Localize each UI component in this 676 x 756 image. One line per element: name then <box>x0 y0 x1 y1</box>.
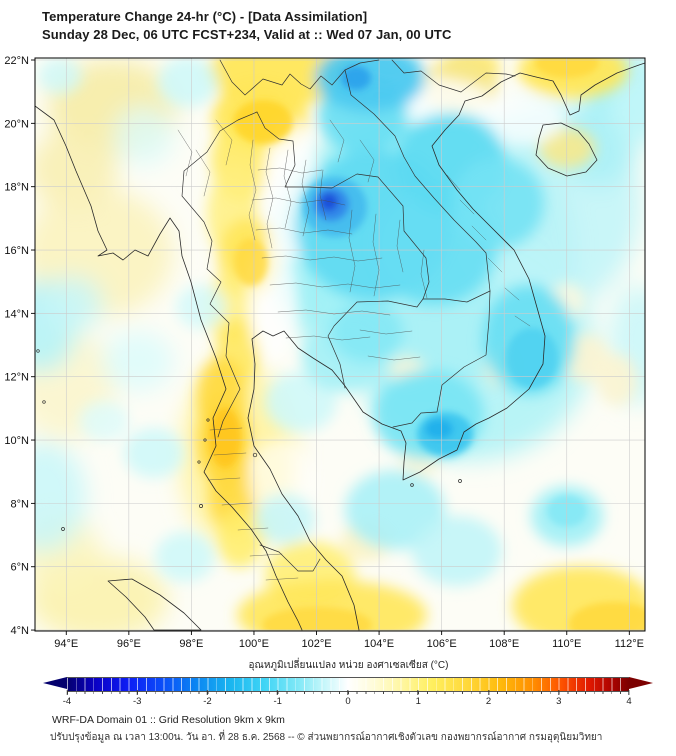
lat-axis-label: 20°N <box>4 118 29 130</box>
lon-axis-label: 94°E <box>54 638 78 650</box>
lon-axis-label: 100°E <box>239 638 269 650</box>
colorbar-tick-mark <box>417 690 419 695</box>
temperature-field-blob <box>315 58 425 112</box>
temperature-field-blob <box>506 328 558 388</box>
temperature-field-blob <box>255 494 315 544</box>
colorbar-tick-mark <box>206 690 208 695</box>
province-borders <box>177 119 531 581</box>
temperature-field-blob <box>412 516 502 586</box>
temperature-field-blob <box>176 285 226 329</box>
lat-axis-label: 22°N <box>4 55 29 67</box>
colorbar-tick: -1 <box>274 690 282 707</box>
footer-update-credit: ปรับปรุงข้อมูล ณ เวลา 13:00น. วัน อา. ที… <box>50 732 603 743</box>
colorbar-tick-labels: -4 -3 -2 -1 0 1 2 3 4 <box>0 690 676 708</box>
colorbar-tick: 3 <box>556 690 561 707</box>
temperature-field-blob <box>155 532 215 582</box>
lon-axis-label: 106°E <box>427 638 457 650</box>
colorbar-left-arrow <box>43 677 67 689</box>
colorbar-tick-mark <box>136 690 138 695</box>
map-canvas: 22°N 20°N 18°N 16°N 14°N 12°N 10°N 8°N 6°N 4°N 94°… <box>4 55 646 650</box>
temperature-field-blob <box>320 193 338 211</box>
lat-axis-label: 14°N <box>4 308 29 320</box>
temperature-field-blob <box>102 331 174 391</box>
lon-axis-label: 96°E <box>117 638 141 650</box>
temperature-field-blob <box>475 95 565 145</box>
coastline-east <box>247 62 645 631</box>
colorbar-tick-value: 2 <box>485 696 492 707</box>
lat-axis-label: 10°N <box>4 435 29 447</box>
colorbar-tick-value: -4 <box>62 696 72 707</box>
colorbar-segment-lines <box>67 678 629 691</box>
temperature-field-blob <box>114 106 174 166</box>
colorbar-tick-value: 1 <box>415 696 421 707</box>
colorbar-tick-value: -3 <box>133 696 142 707</box>
colorbar-tick: 4 <box>626 690 632 707</box>
temperature-field-blob <box>38 58 82 94</box>
lon-axis-label: 98°E <box>179 638 203 650</box>
coastline-sumatra <box>107 578 202 631</box>
temperature-field-blob <box>158 58 218 107</box>
temperature-field-blob <box>452 158 544 248</box>
colorbar-tick-value: 3 <box>556 696 562 707</box>
colorbar-tick-mark <box>487 690 489 695</box>
small-islands <box>36 349 462 531</box>
temperature-field-blob <box>569 602 645 631</box>
colorbar-tick-value: -2 <box>203 696 212 707</box>
coastlines-and-borders <box>35 59 645 631</box>
temperature-field-blob <box>218 508 262 568</box>
temperature-field-blob <box>209 408 241 468</box>
colorbar-tick: 0 <box>345 690 351 707</box>
map-frame-border <box>34 57 646 632</box>
colorbar-tick-value: 4 <box>626 696 632 707</box>
lon-axis-label: 104°E <box>364 638 394 650</box>
colorbar-right-arrow <box>629 677 653 689</box>
temperature-field-blob <box>597 354 637 406</box>
temperature-field-blob <box>35 442 86 552</box>
country-borders <box>181 59 516 572</box>
colorbar-tick-value: 0 <box>345 696 351 707</box>
lat-axis-label: 6°N <box>11 562 30 574</box>
colorbar-tick-mark <box>277 690 279 695</box>
temperature-field-blob <box>233 100 293 144</box>
axis-ticks-and-labels: 22°N 20°N 18°N 16°N 14°N 12°N 10°N 8°N 6°N 4°N 94°… <box>4 55 644 650</box>
lat-axis-label: 16°N <box>4 245 29 257</box>
temperature-field-blob <box>265 372 337 432</box>
lat-axis-label: 18°N <box>4 182 29 194</box>
temperature-field-blob <box>262 607 372 631</box>
lat-axis-label: 4°N <box>11 625 30 637</box>
colorbar-tick: -3 <box>133 690 141 707</box>
colorbar-tick-mark <box>628 690 630 695</box>
colorbar-tick: -4 <box>63 690 71 707</box>
colorbar-tick-mark <box>347 690 349 695</box>
colorbar-tick-mark <box>66 690 68 695</box>
lat-axis-label: 12°N <box>4 372 29 384</box>
temperature-field-blob <box>124 428 184 478</box>
colorbar-tick: 1 <box>416 690 421 707</box>
colorbar-tick-mark <box>558 690 560 695</box>
lat-axis-label: 8°N <box>11 498 30 510</box>
temperature-field-blob <box>425 419 453 439</box>
colorbar <box>43 677 653 692</box>
colorbar-label: อุณหภูมิเปลี่ยนแปลง หน่วย องศาเซลเซียส (… <box>248 660 449 671</box>
graticule-gridlines <box>35 58 645 631</box>
map-title: Temperature Change 24-hr (°C) - [Data As… <box>42 9 368 24</box>
lon-axis-label: 110°E <box>552 638 581 650</box>
footer-model-info: WRF-DA Domain 01 :: Grid Resolution 9km … <box>52 714 285 726</box>
temperature-field-blob <box>234 238 268 286</box>
colorbar-tick: -2 <box>203 690 212 707</box>
colorbar-tick-value: -1 <box>273 696 282 707</box>
lon-axis-label: 112°E <box>615 638 644 650</box>
colorbar-tick: 2 <box>486 690 491 707</box>
map-subtitle-validtime: Sunday 28 Dec, 06 UTC FCST+234, Valid at… <box>42 27 452 42</box>
lon-axis-label: 102°E <box>301 638 331 650</box>
lon-axis-label: 108°E <box>489 638 519 650</box>
temperature-field-blob <box>43 276 103 332</box>
temperature-field-blob <box>331 302 403 362</box>
coastline-hainan <box>535 122 598 177</box>
temperature-field-blob <box>345 470 445 550</box>
temperature-field-blob <box>79 401 129 441</box>
